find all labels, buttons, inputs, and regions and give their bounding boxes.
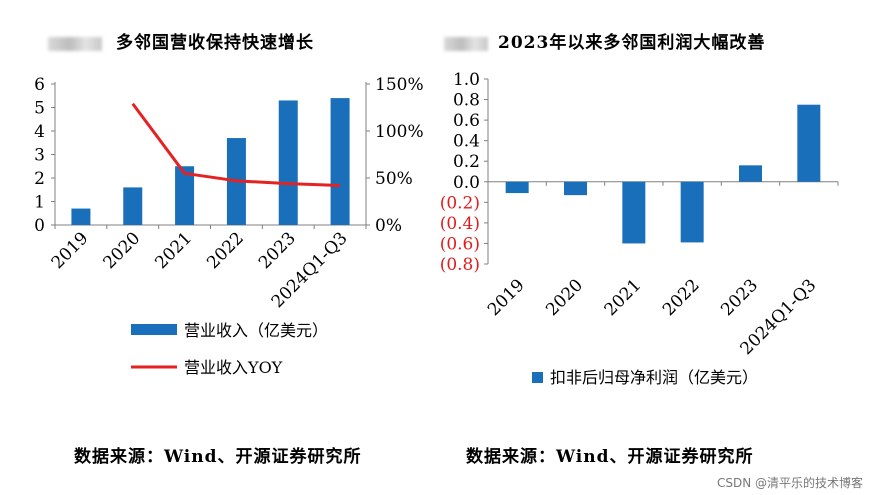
chart1-yoy-line [131, 102, 341, 188]
chart1-x-tick-label: 2021 [151, 228, 196, 273]
chart2-x-tick-label: 2023 [717, 275, 762, 320]
chart1-revenue-bar [175, 166, 195, 225]
chart2-y-tick-label: 0.0 [453, 173, 480, 193]
chart1-title: 多邻国营收保持快速增长 [48, 28, 314, 53]
chart2-y-tick-label: 1.0 [453, 70, 480, 90]
chart1-left-tick-label: 6 [34, 75, 45, 95]
chart1-revenue-bar [330, 98, 350, 225]
chart1-x-tick-label: 2020 [100, 228, 145, 273]
chart1-left-tick-label: 5 [34, 99, 45, 119]
chart2-y-tick-label: (0.8) [440, 255, 480, 275]
chart1-right-tick-label: 0% [375, 216, 402, 236]
chart1-revenue-bar [71, 208, 91, 225]
chart1-left-tick-label: 4 [34, 122, 45, 142]
chart1-revenue-bar [123, 187, 143, 225]
watermark: CSDN @清平乐的技术博客 [716, 476, 863, 490]
chart1-legend-bar-swatch [131, 324, 177, 335]
chart2-profit-bar [739, 165, 762, 182]
chart2-y-tick-label: 0.6 [453, 111, 480, 131]
chart1-x-tick-label: 2022 [203, 228, 248, 273]
chart2-profit-bar [505, 181, 529, 194]
chart1-right-tick-label: 100% [375, 122, 424, 142]
chart2-title-text: 2023年以来多邻国利润大幅改善 [498, 33, 766, 53]
chart2-x-tick-label: 2019 [484, 275, 529, 320]
chart2-y-tick-label: 0.8 [453, 91, 480, 111]
chart2-y-tick-label: (0.4) [440, 214, 480, 234]
chart2-profit-bar [680, 181, 704, 243]
chart2-profit-bar [622, 181, 646, 244]
chart1-source: 数据来源：Wind、开源证券研究所 [74, 447, 362, 467]
chart2-y-tick-label: 0.2 [453, 152, 480, 172]
chart1-left-tick-label: 1 [34, 193, 45, 213]
chart2-source: 数据来源：Wind、开源证券研究所 [466, 447, 754, 467]
chart1-left-tick-label: 0 [34, 216, 45, 236]
chart2-legend-swatch [532, 372, 543, 383]
chart1-title-text: 多邻国营收保持快速增长 [116, 33, 314, 53]
chart2-y-tick-label: 0.4 [453, 132, 480, 152]
chart1-x-tick-label: 2019 [48, 228, 93, 273]
chart2-y-tick-label: (0.2) [440, 193, 480, 213]
chart2-x-tick-label: 2021 [601, 275, 646, 320]
chart2-profit-bar [564, 181, 587, 196]
chart1-right-tick-label: 50% [375, 169, 413, 189]
chart1-legend-line-label: 营业收入YOY [184, 358, 283, 377]
chart2-profit-bar [797, 104, 821, 182]
chart2-x-tick-label: 2020 [542, 275, 587, 320]
chart2-legend-label: 扣非后归母净利润（亿美元） [550, 368, 758, 387]
blurred-figure-label [444, 36, 488, 51]
chart1-left-tick-label: 3 [34, 146, 45, 166]
chart1-left-tick-label: 2 [34, 169, 45, 189]
chart2-y-tick-label: (0.6) [440, 234, 480, 254]
chart1-revenue-bar [278, 100, 298, 225]
blurred-figure-label [48, 36, 102, 51]
chart1-right-tick-label: 150% [375, 75, 424, 95]
chart2-x-tick-label: 2022 [659, 275, 704, 320]
chart1-legend-bar-label: 营业收入（亿美元） [184, 321, 328, 340]
chart2-title: 2023年以来多邻国利润大幅改善 [444, 28, 765, 53]
chart1-x-tick-label: 2023 [255, 228, 300, 273]
